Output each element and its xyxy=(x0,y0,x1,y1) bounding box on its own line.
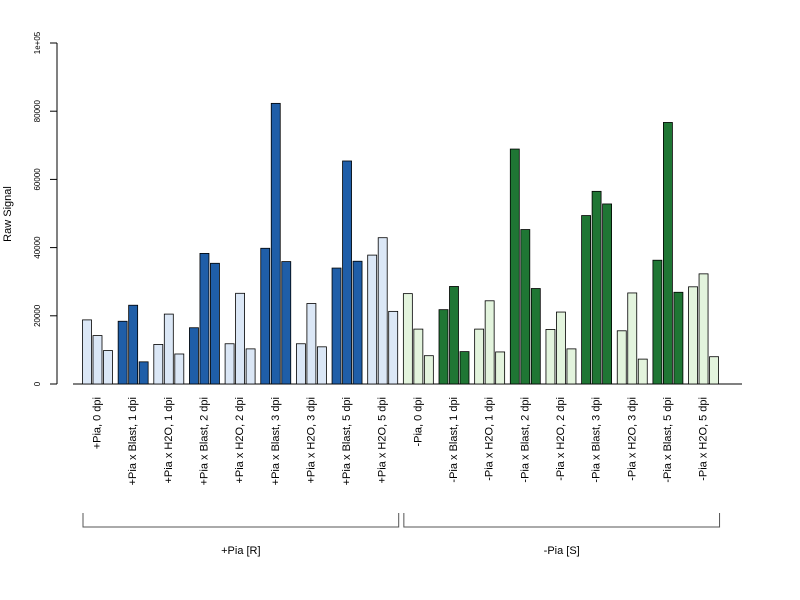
bar xyxy=(92,335,103,385)
bar xyxy=(224,343,235,385)
bar xyxy=(163,313,174,385)
x-labels: +Pia, 0 dpi +Pia x Blast, 1 dpi +Pia x H2O… xyxy=(92,397,710,485)
bar xyxy=(316,346,327,385)
bar xyxy=(423,355,434,385)
bar xyxy=(413,328,424,385)
x-tick-label: -Pia x H2O, 1 dpi xyxy=(484,397,496,481)
x-tick-label: -Pia x H2O, 3 dpi xyxy=(626,397,638,481)
bar xyxy=(616,330,627,385)
bar xyxy=(698,273,709,385)
bar xyxy=(673,291,684,385)
bar xyxy=(210,262,220,385)
bar xyxy=(174,353,185,385)
bar xyxy=(103,350,113,385)
bar xyxy=(509,148,520,385)
bar xyxy=(581,215,591,385)
bar xyxy=(566,348,577,385)
bar xyxy=(449,286,459,385)
group-brackets: +Pia [R] -Pia [S] xyxy=(82,513,721,557)
bar xyxy=(388,310,399,385)
bar xyxy=(189,327,199,385)
bar xyxy=(82,319,92,385)
bar xyxy=(591,190,602,385)
bar xyxy=(342,160,352,385)
bar xyxy=(117,320,128,385)
bar xyxy=(199,252,210,385)
bar xyxy=(602,203,612,385)
bar xyxy=(438,309,449,385)
y-ticks: 0 20000 40000 60000 80000 1e+05 xyxy=(33,31,57,386)
bar xyxy=(270,102,281,385)
x-tick-label: -Pia x H2O, 2 dpi xyxy=(555,397,567,481)
bar xyxy=(688,286,698,385)
x-tick-label: -Pia x H2O, 5 dpi xyxy=(698,397,710,481)
bar xyxy=(352,260,363,385)
bar xyxy=(235,292,246,385)
x-tick-label: +Pia, 0 dpi xyxy=(92,397,104,449)
y-tick-label: 1e+05 xyxy=(33,31,42,54)
bar xyxy=(545,329,556,385)
x-tick-label: +Pia x Blast, 3 dpi xyxy=(270,397,282,485)
bar xyxy=(245,348,256,385)
bar xyxy=(138,361,149,385)
x-tick-label: -Pia x Blast, 3 dpi xyxy=(591,397,603,483)
x-tick-label: -Pia x Blast, 2 dpi xyxy=(519,397,531,483)
bar xyxy=(556,311,566,385)
y-tick-label: 60000 xyxy=(33,168,42,191)
bar xyxy=(260,247,271,385)
group-bracket xyxy=(82,513,400,528)
bar xyxy=(377,237,388,385)
y-tick-label: 80000 xyxy=(33,100,42,123)
group-label: -Pia [S] xyxy=(544,545,580,557)
x-tick-label: +Pia x H2O, 3 dpi xyxy=(305,397,317,484)
x-tick-label: +Pia x Blast, 2 dpi xyxy=(198,397,210,485)
group-label: +Pia [R] xyxy=(221,545,260,557)
x-tick-label: -Pia x Blast, 1 dpi xyxy=(448,397,460,483)
bar xyxy=(367,254,378,385)
bar xyxy=(520,229,531,385)
bar xyxy=(663,122,673,385)
x-tick-label: +Pia x Blast, 5 dpi xyxy=(341,397,353,485)
y-tick-label: 0 xyxy=(33,381,42,386)
bar xyxy=(637,358,648,385)
bars xyxy=(82,102,719,385)
bar xyxy=(495,351,506,385)
y-tick-label: 20000 xyxy=(33,304,42,327)
bar xyxy=(153,344,164,385)
x-tick-label: -Pia x Blast, 5 dpi xyxy=(662,397,674,483)
bar xyxy=(281,261,292,385)
x-tick-label: +Pia x H2O, 2 dpi xyxy=(234,397,246,484)
x-tick-label: -Pia, 0 dpi xyxy=(412,397,424,447)
bar xyxy=(128,304,139,385)
bar xyxy=(459,351,470,385)
bar xyxy=(530,288,541,385)
bar xyxy=(627,292,638,385)
bar xyxy=(331,267,342,385)
x-tick-label: +Pia x H2O, 5 dpi xyxy=(377,397,389,484)
bar xyxy=(709,356,719,385)
bar xyxy=(652,259,663,385)
bar xyxy=(484,300,495,385)
y-axis-title: Raw Signal xyxy=(2,186,14,242)
bar xyxy=(402,293,413,385)
bar xyxy=(306,303,317,385)
y-tick-label: 40000 xyxy=(33,236,42,259)
bar xyxy=(474,328,485,385)
bar xyxy=(295,343,306,385)
x-tick-label: +Pia x H2O, 1 dpi xyxy=(163,397,175,484)
x-tick-label: +Pia x Blast, 1 dpi xyxy=(127,397,139,485)
group-bracket xyxy=(403,513,721,528)
